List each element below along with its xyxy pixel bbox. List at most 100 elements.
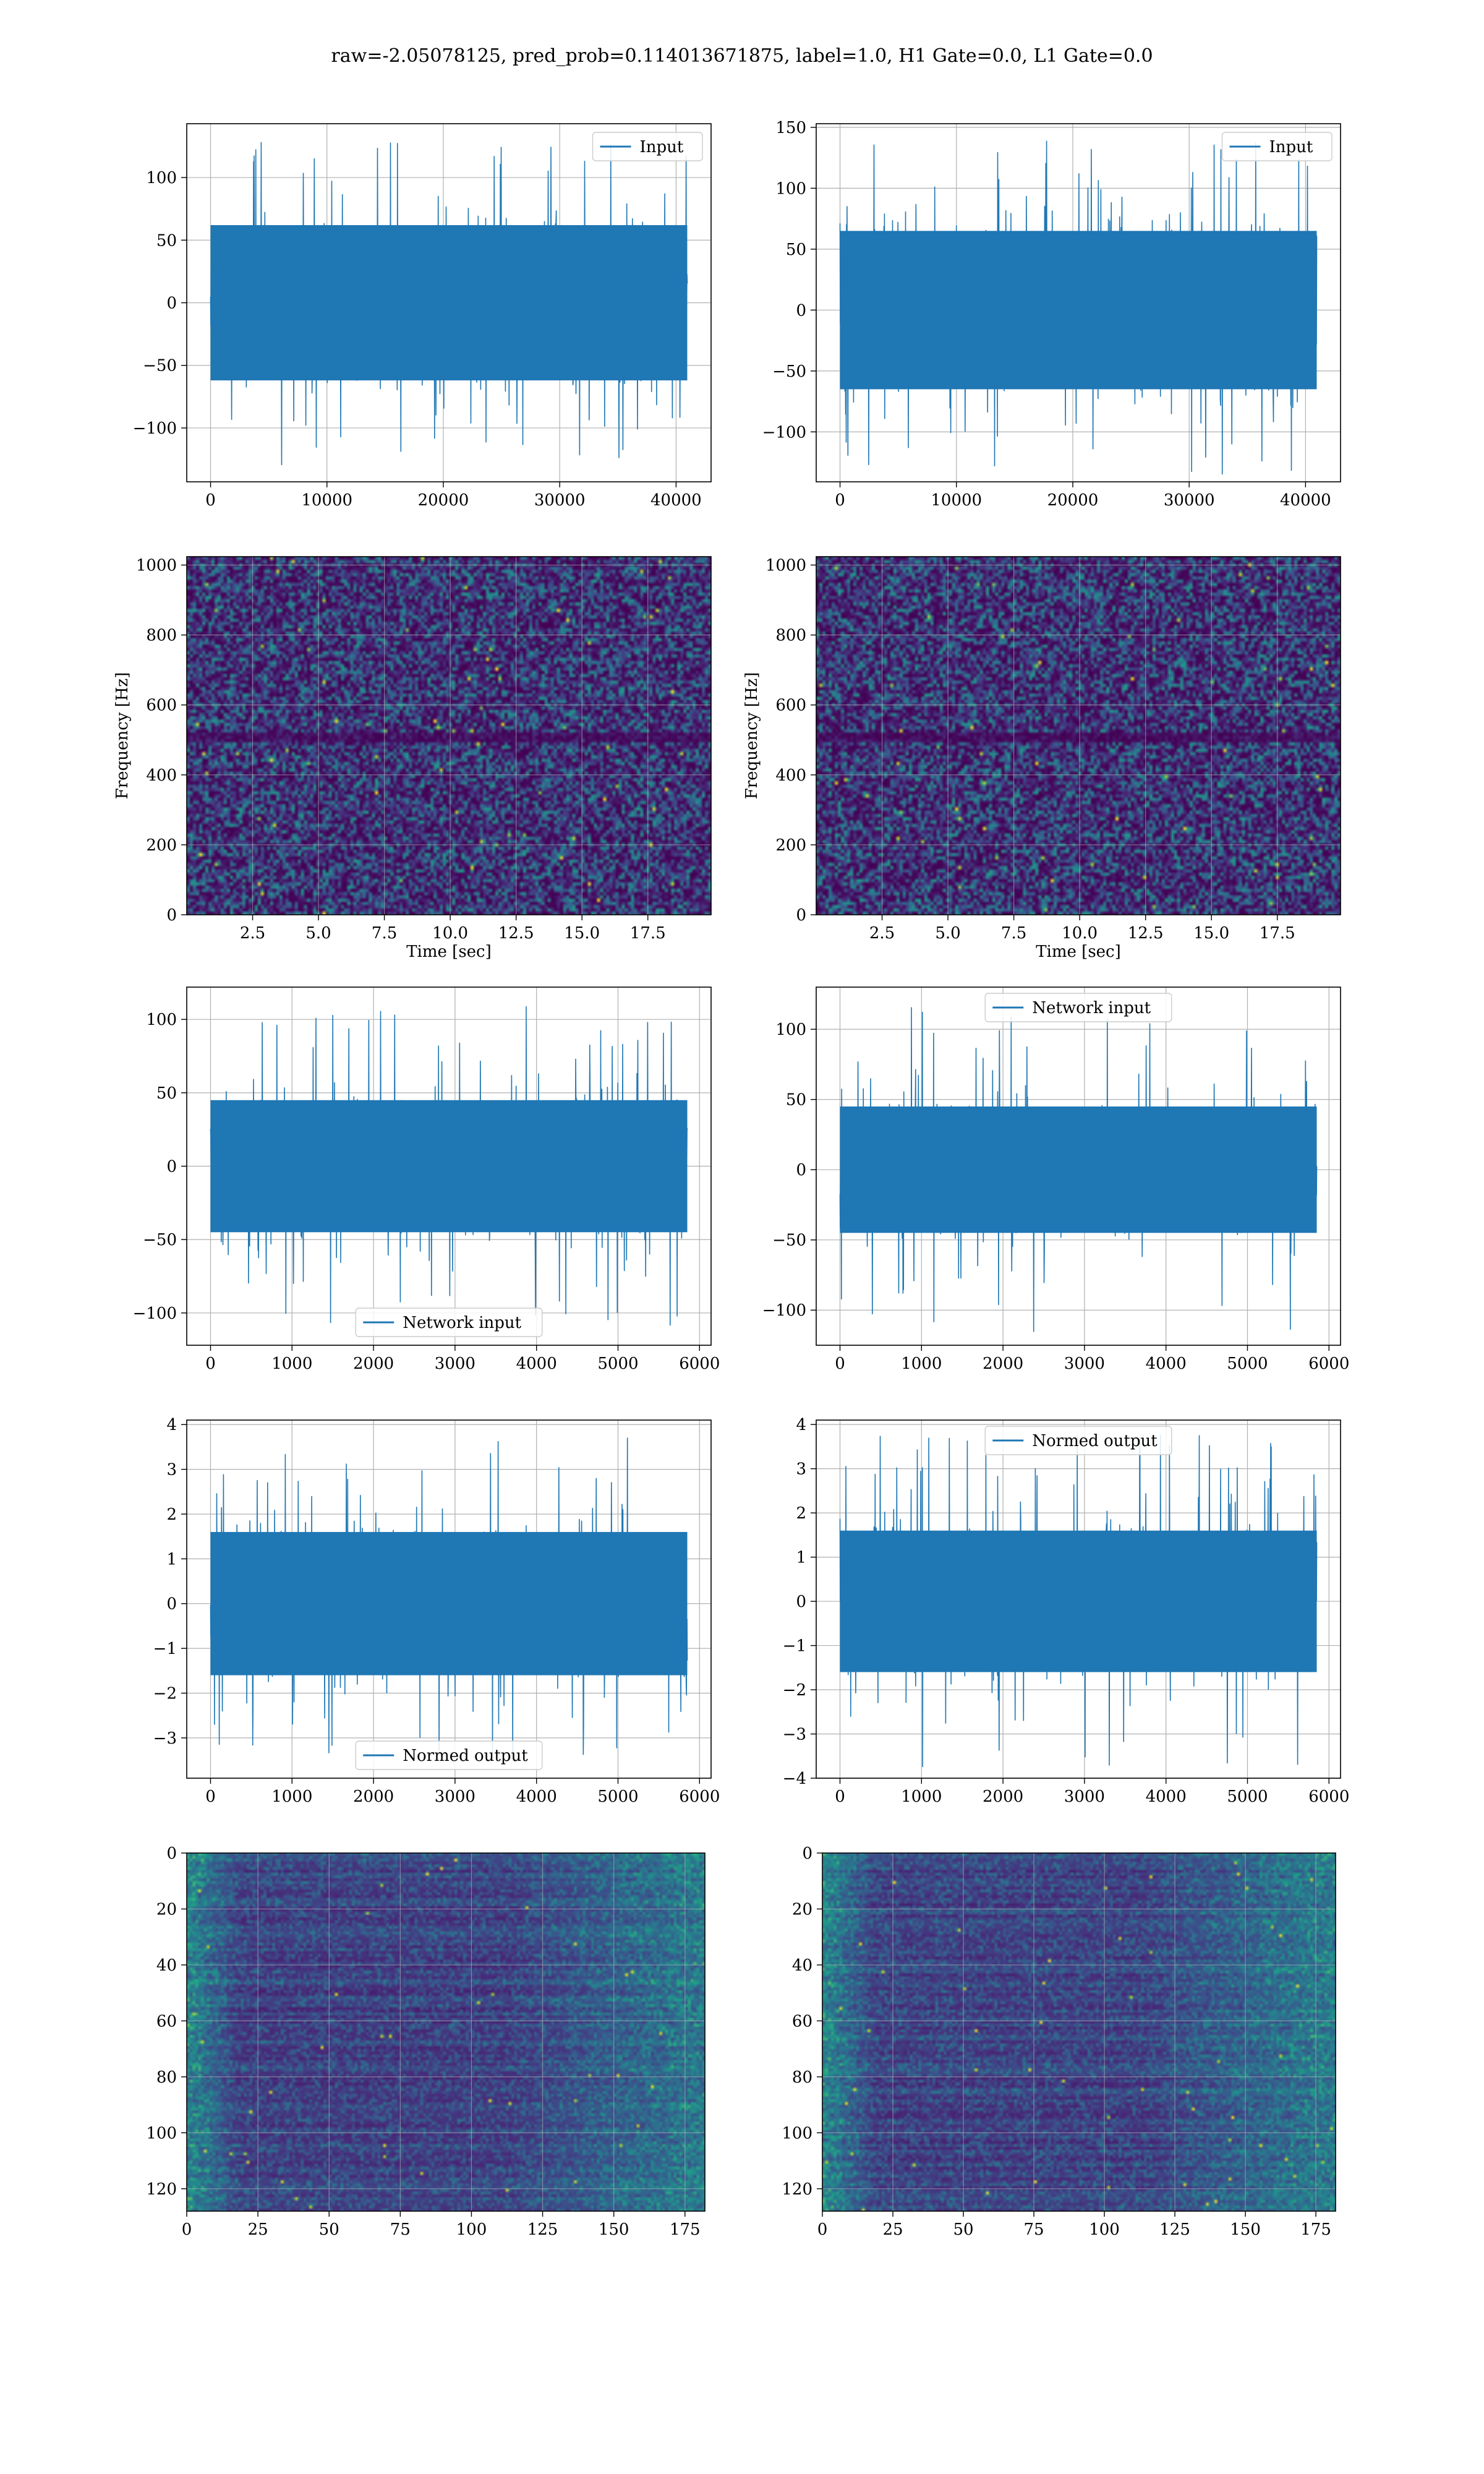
panel-network-input-l1: 0 1000 2000 3000 4000 5000 6000 100 50 0 −50 −100 Ne… <box>762 987 1349 1373</box>
axes-frame <box>816 987 1341 1346</box>
x-tick-label: 4000 <box>516 1787 557 1806</box>
series-core-band <box>210 225 688 381</box>
panel-input-h1: 0 10000 20000 30000 40000 100 50 0 −50 −100 Input <box>133 123 712 510</box>
y-tick-label: 80 <box>792 2068 812 2087</box>
series-core-band <box>840 1530 1317 1672</box>
x-tick-label: 125 <box>527 2220 558 2239</box>
x-tick-label: 0 <box>205 491 216 510</box>
x-tick-label: 150 <box>599 2220 629 2239</box>
y-tick-label: 80 <box>156 2068 177 2087</box>
panel-input-l1: 0 10000 20000 30000 40000 150 100 50 0 −50 −100 Inp… <box>762 119 1341 510</box>
x-tick-label: 4000 <box>1146 1355 1187 1373</box>
y-tick-label: 0 <box>796 301 806 320</box>
x-tick-label: 50 <box>953 2220 973 2239</box>
y-tick-label: 800 <box>146 627 177 645</box>
y-tick-label: 0 <box>166 1158 177 1176</box>
x-tick-label: 20000 <box>1047 491 1099 510</box>
heatmap-image <box>816 557 1341 915</box>
series-core-band <box>840 231 1317 390</box>
y-tick-label: 4 <box>166 1416 177 1434</box>
y-tick-label: 100 <box>782 2124 812 2142</box>
y-tick-label: 600 <box>775 696 806 715</box>
x-tick-label: 25 <box>248 2220 268 2239</box>
x-tick-label: 100 <box>1089 2220 1120 2239</box>
legend-label: Normed output <box>1032 1432 1158 1450</box>
x-tick-label: 25 <box>882 2220 903 2239</box>
y-tick-label: −50 <box>143 1231 177 1249</box>
x-tick-label: 2000 <box>983 1787 1023 1806</box>
x-tick-label: 10.0 <box>432 924 468 943</box>
x-tick-label: 75 <box>1023 2220 1044 2239</box>
legend-label: Network input <box>403 1314 521 1332</box>
y-tick-label: 3 <box>166 1461 177 1479</box>
x-tick-label: 12.5 <box>1128 924 1164 943</box>
x-tick-label: 7.5 <box>372 924 397 943</box>
x-tick-label: 175 <box>670 2220 701 2239</box>
x-tick-label: 1000 <box>271 1355 312 1373</box>
panel-features-l1: 0 25 50 75 100 125 150 175 0 20 40 60 80 100 120 <box>782 1844 1336 2239</box>
y-tick-label: 100 <box>146 169 177 187</box>
x-tick-label: 1000 <box>901 1355 942 1373</box>
y-tick-label: 1 <box>796 1549 806 1567</box>
x-tick-label: 2000 <box>353 1355 394 1373</box>
y-tick-label: 600 <box>146 696 177 715</box>
y-tick-label: 400 <box>146 766 177 785</box>
y-tick-label: 0 <box>796 1593 806 1611</box>
x-tick-label: 125 <box>1159 2220 1190 2239</box>
x-tick-label: 30000 <box>1164 491 1215 510</box>
panel-features-h1: 0 25 50 75 100 125 150 175 0 20 40 60 80 100 120 <box>146 1844 706 2239</box>
x-tick-label: 10000 <box>931 491 982 510</box>
x-tick-label: 15.0 <box>1193 924 1229 943</box>
axes-frame <box>186 987 712 1346</box>
y-tick-label: −1 <box>153 1640 177 1658</box>
axes-frame <box>816 123 1341 482</box>
y-tick-label: 50 <box>156 1084 177 1103</box>
y-tick-label: −100 <box>762 1301 806 1320</box>
y-tick-label: −50 <box>772 1231 806 1250</box>
legend-label: Input <box>1269 138 1313 156</box>
series-core-band <box>840 1106 1317 1233</box>
y-tick-label: 100 <box>146 1011 177 1029</box>
x-tick-label: 10.0 <box>1062 924 1098 943</box>
y-tick-label: 0 <box>166 906 177 925</box>
y-tick-label: −4 <box>783 1770 806 1788</box>
x-tick-label: 5000 <box>1227 1355 1268 1373</box>
legend: Network input <box>984 993 1172 1022</box>
x-tick-label: 100 <box>456 2220 487 2239</box>
y-tick-label: −100 <box>133 1304 177 1323</box>
x-tick-label: 150 <box>1230 2220 1261 2239</box>
axes-frame <box>816 556 1341 915</box>
y-tick-label: 400 <box>775 766 806 785</box>
y-tick-label: −50 <box>143 357 177 375</box>
y-tick-label: 50 <box>786 1091 806 1110</box>
legend: Input <box>1221 132 1333 161</box>
heatmap-image <box>822 1853 1336 2211</box>
panel-network-input-h1: 0 1000 2000 3000 4000 5000 6000 100 50 0 −50 −100 Ne… <box>133 987 720 1373</box>
y-tick-label: −3 <box>153 1729 177 1748</box>
y-tick-label: 1000 <box>136 557 177 575</box>
y-tick-label: 0 <box>166 1595 177 1614</box>
x-axis-label: Time [sec] <box>1036 943 1121 961</box>
x-tick-label: 0 <box>182 2220 192 2239</box>
x-tick-label: 40000 <box>650 491 702 510</box>
x-tick-label: 1000 <box>271 1787 312 1806</box>
legend-box <box>1221 132 1333 161</box>
grid-lines <box>187 557 711 915</box>
y-tick-label: 200 <box>775 836 806 855</box>
legend-label: Normed output <box>403 1747 528 1765</box>
x-tick-label: 5.0 <box>305 924 331 943</box>
y-tick-label: 120 <box>782 2180 812 2199</box>
legend-box <box>355 1740 543 1770</box>
axes-frame <box>186 556 712 915</box>
x-tick-label: 4000 <box>1146 1787 1187 1806</box>
series-core-band <box>210 1531 688 1676</box>
x-tick-label: 175 <box>1300 2220 1331 2239</box>
x-tick-label: 3000 <box>435 1787 475 1806</box>
panel-normed-output-l1: 0 1000 2000 3000 4000 5000 6000 4 3 2 1 0 −1 −2 −3 −4 No… <box>783 1416 1350 1806</box>
x-tick-label: 50 <box>319 2220 339 2239</box>
y-tick-label: −100 <box>133 419 177 438</box>
x-tick-label: 2000 <box>983 1355 1023 1373</box>
x-tick-label: 20000 <box>418 491 469 510</box>
y-tick-label: 0 <box>796 1161 806 1179</box>
